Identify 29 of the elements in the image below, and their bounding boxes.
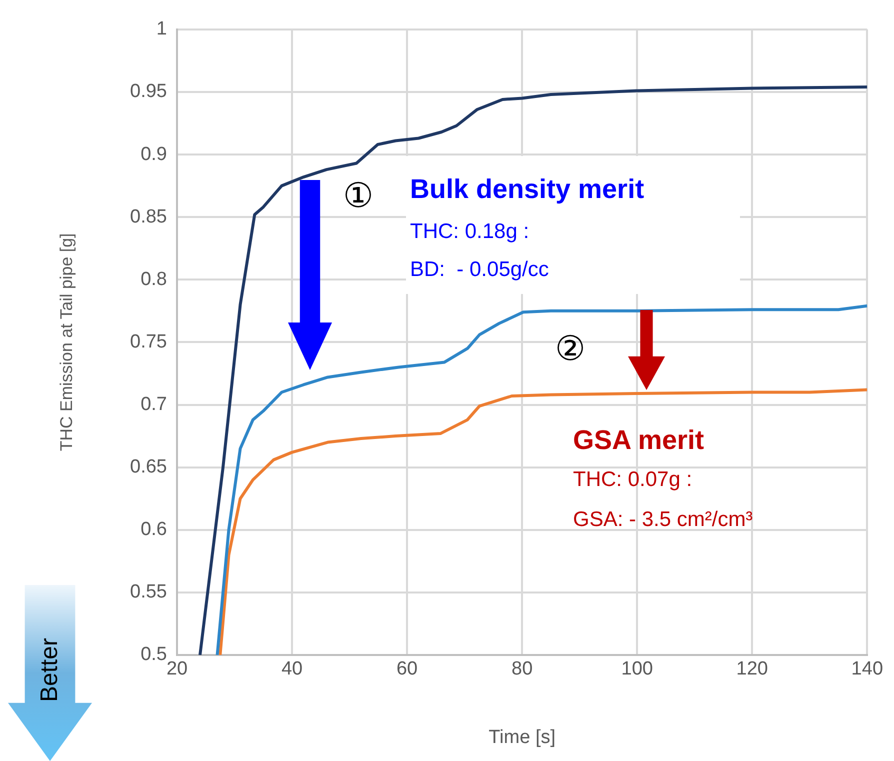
x-tick-label: 120 (736, 658, 768, 680)
annotation: THC: 0.18g : (410, 220, 530, 244)
annotation: ① (343, 177, 373, 216)
y-tick-label: 0.6 (140, 519, 167, 540)
y-tick-label: 0.75 (130, 331, 167, 352)
annotation: THC: 0.07g : (573, 468, 692, 492)
y-tick-label: 0.5 (140, 644, 167, 666)
x-tick-label: 60 (396, 658, 418, 680)
y-tick-label: 0.7 (140, 394, 167, 415)
y-tick-label: 0.8 (140, 268, 167, 290)
y-tick-label: 0.85 (130, 206, 167, 228)
y-tick-label: 0.55 (130, 582, 167, 603)
annotation: BD: - 0.05g/cc (410, 258, 549, 282)
x-tick-label: 80 (512, 658, 533, 680)
y-tick-label: 0.95 (130, 81, 167, 102)
y-tick-label: 0.9 (140, 144, 167, 165)
x-tick-label: 20 (166, 658, 188, 680)
annotation: GSA: - 3.5 cm²/cm³ (573, 508, 753, 532)
annotation: GSA merit (573, 425, 704, 456)
y-tick-label: 0.65 (130, 456, 167, 478)
y-axis-title: THC Emission at Tail pipe [g] (56, 233, 76, 452)
x-tick-label: 140 (851, 658, 883, 680)
text: Better (36, 638, 64, 702)
y-tick-label: 1 (156, 18, 167, 40)
x-tick-label: 40 (281, 658, 303, 680)
x-tick-label: 100 (621, 658, 653, 680)
x-axis-title: Time [s] (488, 726, 556, 748)
annotation: Bulk density merit (410, 174, 644, 205)
annotation: ② (555, 330, 585, 368)
